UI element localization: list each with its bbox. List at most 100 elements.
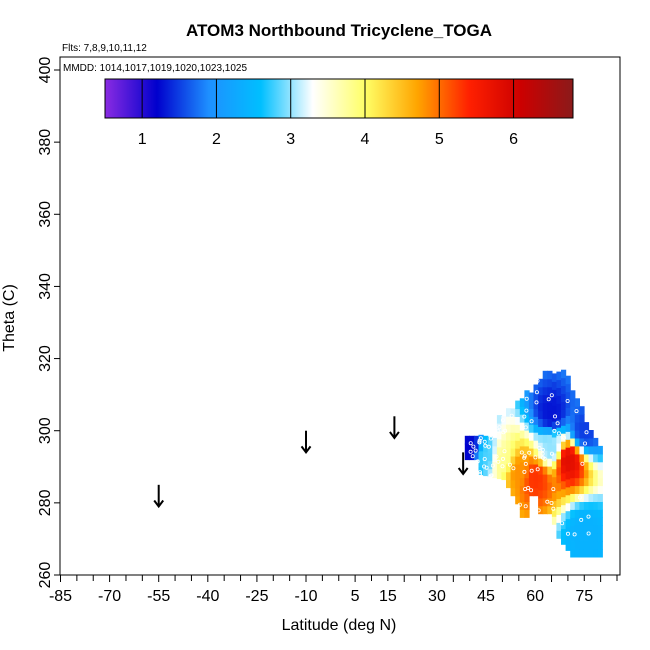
field-cell <box>538 402 544 412</box>
field-cell <box>506 432 512 441</box>
field-cell <box>588 485 594 494</box>
field-cell <box>542 466 548 475</box>
field-cell <box>478 450 484 460</box>
field-cell <box>538 434 544 443</box>
field-cell <box>597 533 603 542</box>
field-cell <box>547 410 553 419</box>
field-cell <box>519 398 525 407</box>
field-cell <box>528 432 535 441</box>
field-cell <box>538 474 544 483</box>
field-cell <box>533 384 539 393</box>
sample-marker <box>494 454 499 459</box>
field-cell <box>519 461 525 471</box>
field-cell <box>464 435 470 445</box>
field-cell <box>524 485 530 494</box>
field-cell <box>515 487 521 497</box>
field-cell <box>547 434 553 443</box>
field-cell <box>533 416 539 425</box>
field-cell <box>538 418 544 427</box>
field-cell <box>565 502 571 512</box>
field-cell <box>510 432 516 441</box>
field-cell <box>542 489 548 499</box>
field-cell <box>583 501 590 510</box>
field-cell <box>579 549 585 558</box>
field-cell <box>597 493 603 502</box>
field-cell <box>570 501 576 510</box>
field-cell <box>528 440 535 449</box>
field-cell <box>538 458 544 467</box>
field-cell <box>551 524 558 533</box>
field-cell <box>528 408 535 417</box>
colorbar-gradient <box>104 78 574 119</box>
field-cell <box>565 542 571 551</box>
field-cell <box>533 487 539 497</box>
sample-marker <box>526 485 531 490</box>
field-cell <box>593 445 599 455</box>
field-cell <box>570 414 576 423</box>
field-cell <box>506 471 512 481</box>
field-cell <box>542 505 548 515</box>
field-cell <box>588 477 594 487</box>
field-cell <box>588 549 594 558</box>
sample-marker <box>551 487 556 492</box>
field-cell <box>524 445 530 455</box>
field-cell <box>570 509 576 518</box>
field-cell <box>556 435 562 444</box>
arrow-head <box>457 467 469 476</box>
sample-marker <box>537 445 542 450</box>
field-cell <box>583 493 590 502</box>
field-cell <box>556 403 562 412</box>
field-cell <box>570 525 576 534</box>
field-cell <box>561 393 567 402</box>
field-cell <box>501 439 507 449</box>
field-cell <box>561 417 567 426</box>
field-cell <box>593 437 599 447</box>
field-cell <box>487 436 493 446</box>
field-cell <box>583 485 590 494</box>
field-cell <box>528 471 535 481</box>
field-cell <box>506 463 512 473</box>
field-cell <box>496 462 503 472</box>
field-cell <box>561 528 567 537</box>
field-cell <box>561 536 567 545</box>
sample-marker <box>500 456 505 461</box>
field-cell <box>542 434 548 443</box>
field-cell <box>515 400 521 410</box>
field-cell <box>506 447 512 457</box>
colorbar-tick-label: 4 <box>361 131 370 148</box>
field-cell <box>524 406 530 415</box>
field-cell <box>533 448 539 457</box>
x-tick-label: 5 <box>351 588 360 605</box>
x-tick-label: -85 <box>49 588 72 605</box>
field-cell <box>565 391 571 401</box>
sample-marker <box>535 378 540 383</box>
field-cell <box>510 424 516 433</box>
field-cell <box>524 437 530 447</box>
tropopause-arrow <box>153 484 165 509</box>
field-cell <box>501 471 507 481</box>
colorbar-tick-label: 3 <box>286 131 295 148</box>
field-cell <box>501 447 507 457</box>
field-cell <box>579 406 585 415</box>
field-cell <box>561 377 567 387</box>
field-cell <box>478 458 484 468</box>
field-cell <box>570 398 576 407</box>
field-cell <box>579 541 585 550</box>
field-cell <box>542 442 548 451</box>
sample-marker <box>533 455 538 460</box>
field-cell <box>510 471 516 481</box>
field-cell <box>597 453 603 463</box>
field-cell <box>556 379 562 388</box>
field-cell <box>556 371 562 381</box>
field-cell <box>565 439 571 448</box>
field-cell <box>524 469 530 479</box>
field-cell <box>551 373 558 382</box>
field-cell <box>510 463 516 473</box>
field-cell <box>538 505 544 515</box>
sample-marker <box>542 456 547 461</box>
field-cell <box>570 477 576 487</box>
field-cell <box>519 485 525 494</box>
sample-marker <box>556 431 561 436</box>
field-cell <box>565 518 571 528</box>
field-cell <box>551 397 558 406</box>
